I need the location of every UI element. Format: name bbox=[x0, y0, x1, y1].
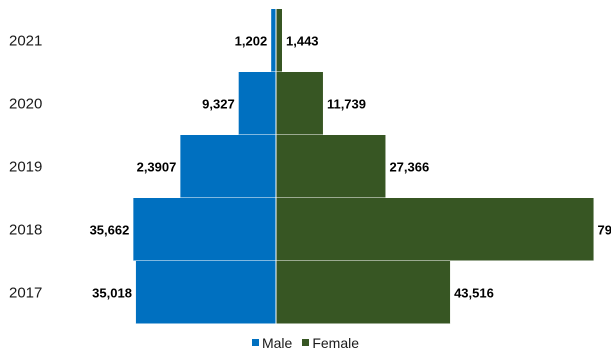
legend-swatch-male bbox=[251, 339, 259, 346]
year-label-2021: 2021 bbox=[9, 33, 42, 50]
bar-male-2019 bbox=[180, 135, 276, 198]
year-label-2017: 2017 bbox=[9, 285, 42, 302]
year-label-2020: 2020 bbox=[9, 96, 42, 113]
data-label-male-2021: 1,202 bbox=[235, 34, 268, 49]
legend-label-male: Male bbox=[261, 334, 293, 351]
legend-label-female: Female bbox=[312, 334, 360, 351]
data-label-male-2020: 9,327 bbox=[202, 97, 235, 112]
bar-male-2020 bbox=[238, 72, 276, 135]
bar-female-2020 bbox=[276, 72, 323, 135]
chart-legend: Male Female bbox=[0, 333, 611, 351]
year-label-2018: 2018 bbox=[9, 222, 42, 239]
bar-female-2021 bbox=[276, 9, 282, 72]
data-label-male-2018: 35,662 bbox=[90, 223, 130, 238]
bar-female-2018 bbox=[276, 198, 594, 261]
legend-swatch-female bbox=[302, 339, 310, 346]
legend-item-male: Male bbox=[251, 334, 293, 351]
bar-male-2017 bbox=[135, 261, 276, 324]
data-label-female-2019: 27,366 bbox=[389, 160, 429, 175]
data-label-female-2017: 43,516 bbox=[454, 286, 494, 301]
data-label-female-2021: 1,443 bbox=[286, 34, 319, 49]
bar-female-2017 bbox=[276, 261, 451, 324]
bar-male-2021 bbox=[271, 9, 276, 72]
bar-female-2019 bbox=[276, 135, 386, 198]
legend-item-female: Female bbox=[302, 335, 359, 351]
data-label-male-2019: 2,3907 bbox=[137, 160, 177, 175]
data-label-female-2020: 11,739 bbox=[327, 97, 366, 112]
year-label-2019: 2019 bbox=[9, 159, 42, 176]
data-label-male-2017: 35,018 bbox=[92, 286, 132, 301]
bar-male-2018 bbox=[133, 198, 276, 261]
data-label-female-2018: 79,388 bbox=[598, 223, 611, 238]
